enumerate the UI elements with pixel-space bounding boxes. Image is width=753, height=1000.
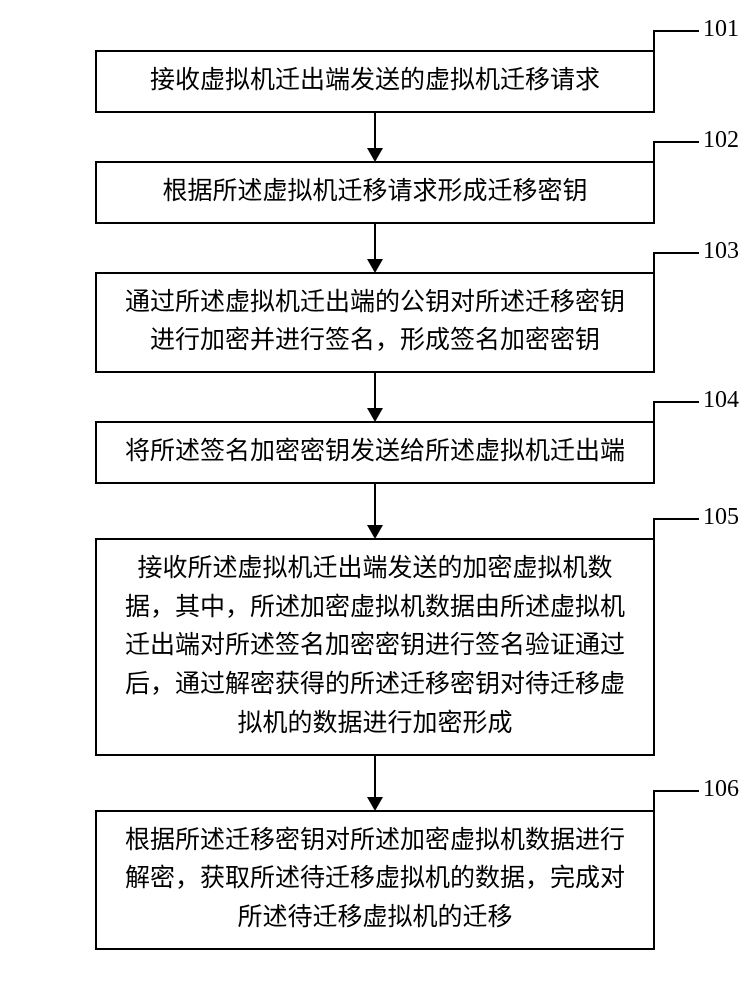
step-101-number: 101 bbox=[703, 16, 739, 43]
step-102-box: 根据所述虚拟机迁移请求形成迁移密钥 bbox=[95, 161, 655, 224]
step-105-number: 105 bbox=[703, 504, 739, 531]
step-103-number: 103 bbox=[703, 238, 739, 265]
step-101-callout: 101 bbox=[653, 30, 753, 50]
step-101-box: 接收虚拟机迁出端发送的虚拟机迁移请求 bbox=[95, 50, 655, 113]
step-102-text: 根据所述虚拟机迁移请求形成迁移密钥 bbox=[162, 173, 587, 212]
step-101-wrap: 接收虚拟机迁出端发送的虚拟机迁移请求101 bbox=[95, 50, 655, 113]
step-104-text: 将所述签名加密密钥发送给所述虚拟机迁出端 bbox=[125, 433, 625, 472]
step-106-wrap: 根据所述迁移密钥对所述加密虚拟机数据进行解密，获取所述待迁移虚拟机的数据，完成对… bbox=[95, 810, 655, 950]
step-102-number: 102 bbox=[703, 127, 739, 154]
step-104-box: 将所述签名加密密钥发送给所述虚拟机迁出端 bbox=[95, 421, 655, 484]
step-106-text: 根据所述迁移密钥对所述加密虚拟机数据进行解密，获取所述待迁移虚拟机的数据，完成对… bbox=[115, 822, 635, 938]
step-104-number: 104 bbox=[703, 387, 739, 414]
step-101-text: 接收虚拟机迁出端发送的虚拟机迁移请求 bbox=[150, 62, 600, 101]
step-104-wrap: 将所述签名加密密钥发送给所述虚拟机迁出端104 bbox=[95, 421, 655, 484]
step-106-box: 根据所述迁移密钥对所述加密虚拟机数据进行解密，获取所述待迁移虚拟机的数据，完成对… bbox=[95, 810, 655, 950]
arrow-after-104 bbox=[55, 484, 695, 538]
step-105-box: 接收所述虚拟机迁出端发送的加密虚拟机数据，其中，所述加密虚拟机数据由所述虚拟机迁… bbox=[95, 538, 655, 756]
arrow-after-101 bbox=[55, 113, 695, 161]
arrow-after-102 bbox=[55, 224, 695, 272]
step-105-text: 接收所述虚拟机迁出端发送的加密虚拟机数据，其中，所述加密虚拟机数据由所述虚拟机迁… bbox=[115, 550, 635, 744]
step-103-text: 通过所述虚拟机迁出端的公钥对所述迁移密钥进行加密并进行签名，形成签名加密密钥 bbox=[115, 284, 635, 362]
step-105-wrap: 接收所述虚拟机迁出端发送的加密虚拟机数据，其中，所述加密虚拟机数据由所述虚拟机迁… bbox=[95, 538, 655, 756]
arrow-after-105 bbox=[55, 756, 695, 810]
flowchart: 接收虚拟机迁出端发送的虚拟机迁移请求101 根据所述虚拟机迁移请求形成迁移密钥10… bbox=[55, 50, 695, 950]
step-106-number: 106 bbox=[703, 776, 739, 803]
step-103-wrap: 通过所述虚拟机迁出端的公钥对所述迁移密钥进行加密并进行签名，形成签名加密密钥10… bbox=[95, 272, 655, 374]
step-103-box: 通过所述虚拟机迁出端的公钥对所述迁移密钥进行加密并进行签名，形成签名加密密钥 bbox=[95, 272, 655, 374]
arrow-after-103 bbox=[55, 373, 695, 421]
step-102-wrap: 根据所述虚拟机迁移请求形成迁移密钥102 bbox=[95, 161, 655, 224]
